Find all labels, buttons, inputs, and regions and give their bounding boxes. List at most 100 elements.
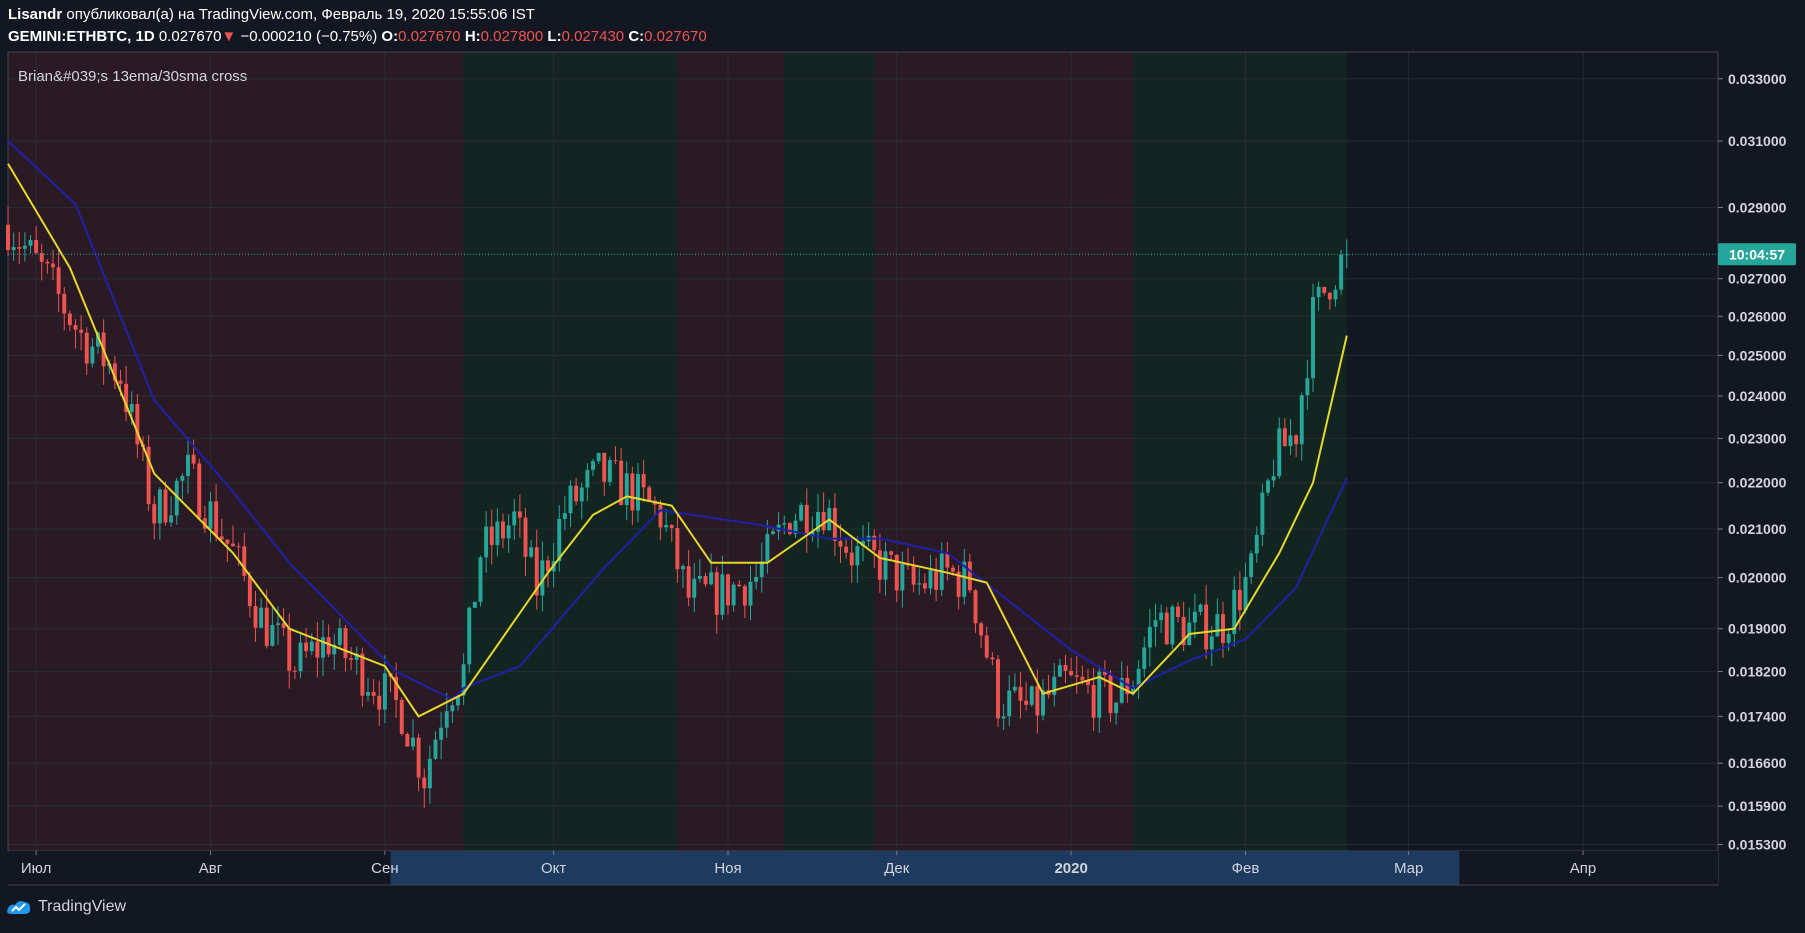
candle-body	[613, 460, 618, 462]
candle-body	[787, 523, 792, 534]
candle-body	[804, 504, 809, 536]
candle-body	[945, 553, 950, 568]
tradingview-logo-icon[interactable]	[6, 898, 32, 916]
candle-body	[67, 313, 72, 326]
candle-body	[512, 511, 517, 526]
price-chart[interactable]: 0.015300 0.015900 0.016600 0.017400 0.018200…	[0, 0, 1805, 893]
candle-body	[236, 546, 241, 548]
candle-body	[1091, 685, 1096, 718]
candle-body	[157, 489, 162, 524]
candle-body	[979, 623, 984, 636]
candle-body	[366, 692, 370, 696]
trend-zones	[8, 52, 1718, 851]
candle-body	[219, 536, 224, 540]
candle-body	[697, 575, 702, 579]
candle-body	[11, 247, 16, 251]
candle-body	[889, 551, 894, 555]
open-value: 0.027670	[398, 28, 461, 45]
candle-body	[405, 733, 410, 747]
candle-body	[574, 485, 579, 502]
candle-body	[821, 512, 826, 531]
price-tick-label: 0.015900	[1728, 798, 1787, 814]
candle-body	[517, 511, 522, 518]
time-tick-label: Авг	[199, 860, 223, 877]
candle-body	[124, 383, 129, 413]
candle-body	[1052, 676, 1057, 695]
candle-body	[872, 535, 877, 551]
candle-body	[287, 627, 292, 671]
candle-body	[1012, 686, 1017, 691]
time-tick-label: Апр	[1570, 860, 1596, 877]
close-value: 0.027670	[644, 28, 707, 45]
symbol-ohlc-line: GEMINI:ETHBTC, 1D 0.027670▼ −0.000210 (−…	[8, 28, 707, 45]
candle-body	[1221, 614, 1225, 643]
candle-body	[883, 551, 888, 580]
candle-body	[793, 520, 798, 534]
candle-body	[1181, 616, 1186, 646]
candle-body	[973, 590, 978, 624]
candle-body	[112, 363, 117, 381]
sma30-line	[7, 140, 1348, 701]
candle-body	[22, 245, 27, 249]
footer: TradingView	[6, 898, 126, 916]
candle-body	[152, 504, 157, 524]
candle-body	[1001, 716, 1006, 719]
candle-body	[118, 380, 123, 384]
candle-body	[377, 695, 382, 710]
candle-body	[1327, 292, 1332, 300]
bear-zone	[677, 52, 785, 851]
price-axis[interactable]: 0.015300 0.015900 0.016600 0.017400 0.018200…	[1717, 52, 1805, 885]
candle-body	[489, 526, 494, 546]
high-value: 0.027800	[480, 28, 544, 45]
candle-body	[720, 574, 725, 615]
candle-body	[1322, 286, 1327, 293]
time-tick-label: Окт	[541, 860, 566, 877]
candle-body	[456, 695, 460, 706]
candle-body	[34, 239, 39, 254]
candle-body	[1007, 690, 1012, 717]
candle-body	[624, 473, 629, 506]
candle-body	[84, 332, 89, 364]
candle-body	[1119, 678, 1124, 703]
high-label: H:	[464, 28, 481, 45]
candle-body	[956, 571, 961, 597]
candle-body	[298, 642, 303, 672]
candle-body	[1277, 428, 1282, 477]
candle-body	[411, 737, 415, 747]
candle-body	[174, 480, 179, 516]
candle-body	[1153, 620, 1158, 627]
brand-name[interactable]: TradingView	[38, 898, 127, 915]
candle-body	[1063, 665, 1068, 671]
candle-body	[726, 574, 730, 606]
candle-body	[281, 623, 286, 628]
author-name[interactable]: Lisandr	[8, 6, 63, 23]
candle-body	[692, 578, 697, 598]
candle-body	[96, 332, 100, 347]
time-axis[interactable]: Июл Авг Сен Окт Ноя Дек 2020 Фев Мар Апр	[8, 851, 1718, 886]
price-tick-label: 0.018200	[1728, 664, 1787, 680]
time-tick-label: Сен	[371, 860, 398, 877]
candle-body	[433, 739, 438, 759]
candle-body	[270, 624, 275, 646]
candle-body	[681, 566, 685, 570]
candle-body	[1271, 476, 1276, 481]
last-price: 0.027670	[158, 28, 222, 45]
candle-body	[534, 547, 539, 596]
indicator-label[interactable]: Brian&#039;s 13ema/30sma cross	[18, 68, 247, 85]
candle-body	[90, 346, 95, 364]
candle-body	[439, 727, 444, 740]
candle-body	[501, 521, 505, 539]
price-tick-label: 0.016600	[1728, 755, 1787, 771]
candle-body	[56, 267, 61, 294]
candle-body	[51, 263, 55, 268]
candle-body	[247, 575, 252, 607]
ema13-line	[7, 163, 1348, 718]
close-label: C:	[628, 28, 645, 45]
time-axis-range-highlight	[390, 851, 1460, 885]
candle-body	[349, 658, 354, 660]
price-tick-label: 0.029000	[1728, 200, 1787, 216]
candle-body	[838, 541, 843, 547]
candle-body	[849, 552, 854, 566]
candle-body	[630, 473, 635, 511]
candle-body	[1080, 676, 1085, 681]
